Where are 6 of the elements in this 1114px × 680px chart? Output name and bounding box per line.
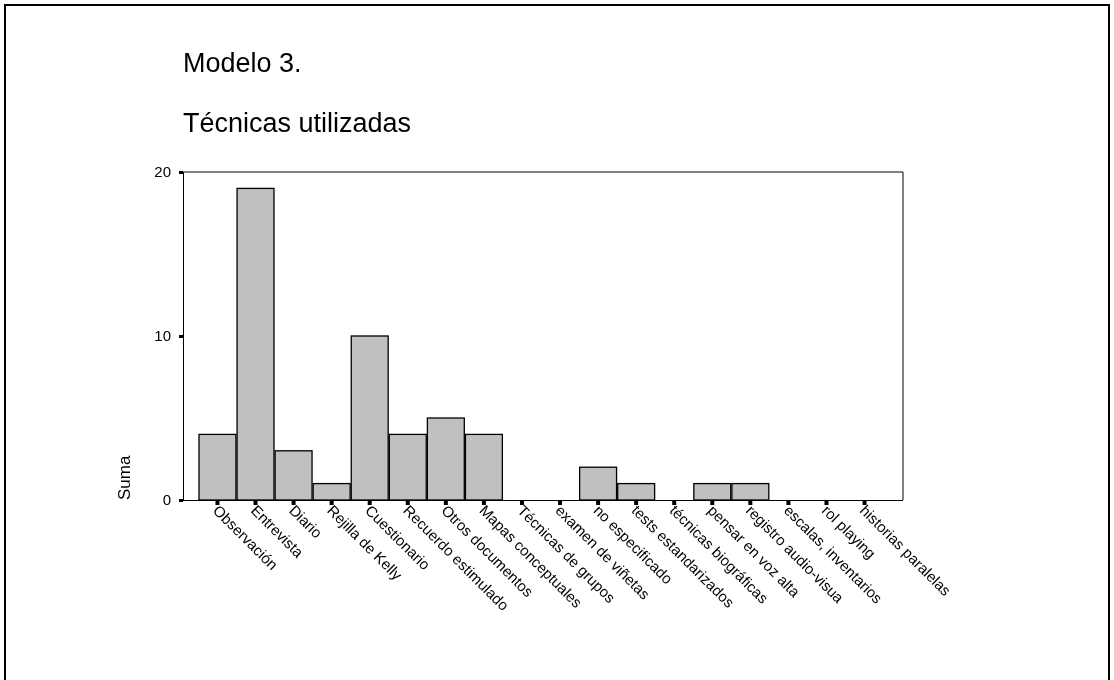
- y-tick-label: 0: [162, 491, 171, 509]
- y-axis-title: Suma: [115, 455, 134, 500]
- y-tick-label: 20: [154, 163, 171, 181]
- chart-title: Modelo 3.: [183, 48, 302, 78]
- chart-subtitle: Técnicas utilizadas: [183, 108, 412, 138]
- y-tick-label: 10: [154, 327, 171, 345]
